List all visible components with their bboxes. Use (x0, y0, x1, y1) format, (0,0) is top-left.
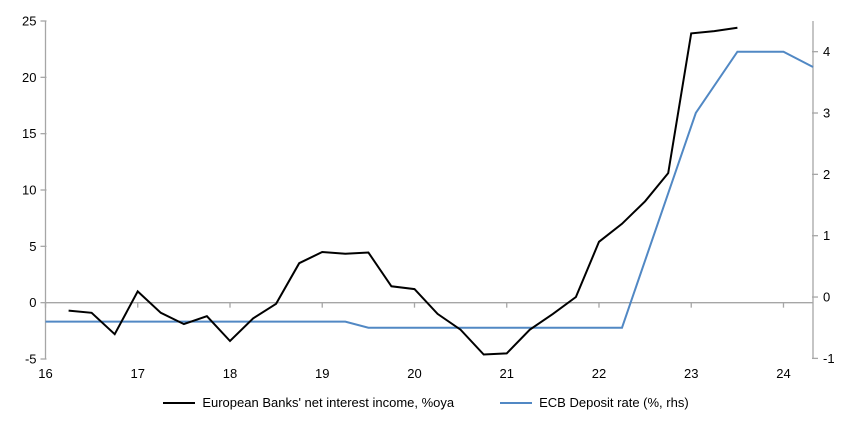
left-axis-tick-label: 5 (29, 239, 36, 254)
right-axis-tick-label: 1 (823, 228, 830, 243)
left-axis-tick-label: 25 (22, 14, 36, 29)
right-axis-tick-label: 4 (823, 44, 830, 59)
right-axis-tick-label: -1 (823, 351, 835, 366)
chart-legend: European Banks' net interest income, %oy… (0, 395, 852, 410)
x-axis-tick-label: 21 (500, 366, 514, 381)
legend-label-ecb-deposit-rate: ECB Deposit rate (%, rhs) (539, 395, 689, 410)
x-axis-tick-label: 24 (776, 366, 790, 381)
x-axis-tick-label: 20 (407, 366, 421, 381)
x-axis-tick-label: 23 (684, 366, 698, 381)
legend-line-swatch-black (163, 401, 196, 404)
right-axis-tick-label: 3 (823, 106, 830, 121)
left-axis-tick-label: 20 (22, 70, 36, 85)
series-line-ecb-deposit-rate (45, 50, 814, 329)
legend-line-swatch-blue (500, 401, 533, 404)
legend-label-net-interest-income: European Banks' net interest income, %oy… (202, 395, 455, 410)
left-axis-tick-label: -5 (25, 352, 37, 367)
legend-item-net-interest-income: European Banks' net interest income, %oy… (163, 395, 454, 410)
x-axis-tick-label: 16 (38, 366, 52, 381)
right-axis-tick-label: 2 (823, 167, 830, 182)
x-axis-tick-label: 22 (592, 366, 606, 381)
legend-item-ecb-deposit-rate: ECB Deposit rate (%, rhs) (500, 395, 689, 410)
left-axis-tick-label: 15 (22, 126, 36, 141)
x-axis-tick-label: 19 (315, 366, 329, 381)
left-axis-tick-label: 10 (22, 183, 36, 198)
x-axis-tick-label: 17 (131, 366, 145, 381)
left-axis-tick-label: 0 (29, 295, 36, 310)
series-line-net-interest-income (68, 26, 738, 356)
x-axis-tick-label: 18 (223, 366, 237, 381)
right-axis-tick-label: 0 (823, 290, 830, 305)
